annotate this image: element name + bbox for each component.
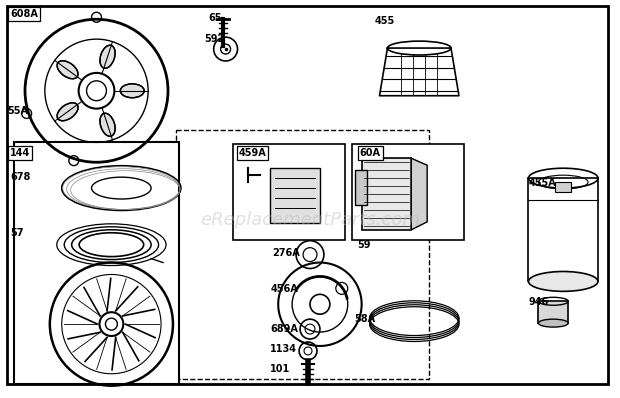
Text: 144: 144 (10, 148, 30, 158)
Text: 689A: 689A (270, 324, 298, 334)
Bar (270, 168, 320, 223)
Bar (14, 142, 179, 384)
Ellipse shape (57, 61, 78, 79)
Text: 59: 59 (358, 240, 371, 250)
Text: 592: 592 (205, 34, 225, 44)
Text: eReplacementParts.com: eReplacementParts.com (200, 211, 420, 229)
Bar (538, 301, 568, 323)
Text: 459A: 459A (239, 148, 266, 158)
Text: 276A: 276A (272, 248, 300, 258)
Bar (361, 158, 411, 230)
Text: 456A: 456A (270, 285, 298, 295)
Bar (528, 178, 598, 281)
Text: 946: 946 (528, 297, 549, 307)
Ellipse shape (100, 113, 115, 136)
Bar (176, 131, 429, 379)
Bar (352, 144, 464, 240)
Text: 608A: 608A (10, 9, 38, 20)
Text: 65: 65 (209, 13, 222, 23)
Text: 1134: 1134 (270, 344, 297, 354)
Polygon shape (411, 158, 427, 230)
Text: 455A: 455A (528, 178, 556, 188)
Bar (232, 144, 345, 240)
Bar (355, 170, 366, 205)
Bar (556, 182, 571, 192)
Text: 57: 57 (10, 228, 24, 238)
Ellipse shape (57, 103, 78, 121)
Text: 55A: 55A (7, 105, 28, 116)
Ellipse shape (528, 271, 598, 291)
Text: 58A: 58A (355, 314, 376, 324)
Ellipse shape (538, 319, 568, 327)
Text: 455: 455 (374, 16, 395, 26)
Text: 101: 101 (270, 364, 291, 374)
Text: 678: 678 (10, 172, 30, 182)
Text: 60A: 60A (360, 148, 381, 158)
Ellipse shape (120, 84, 144, 98)
Ellipse shape (100, 45, 115, 68)
